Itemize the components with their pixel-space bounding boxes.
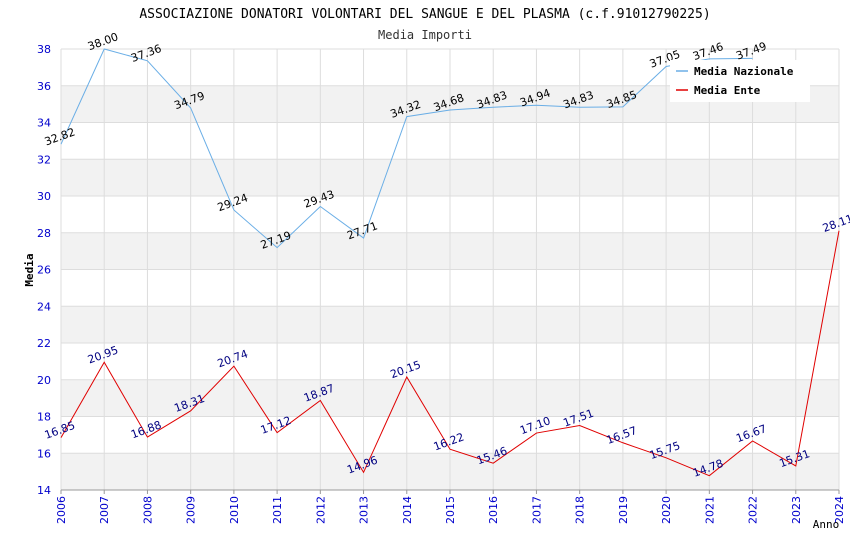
y-tick-label: 38: [37, 43, 51, 56]
x-tick-label: 2010: [228, 496, 241, 524]
y-tick-label: 36: [37, 80, 51, 93]
y-axis-label: Media: [23, 253, 36, 286]
y-tick-label: 26: [37, 264, 51, 277]
legend-entry: Media Ente: [694, 84, 761, 97]
chart-subtitle: Media Importi: [378, 28, 472, 42]
y-tick-label: 20: [37, 374, 51, 387]
y-tick-label: 24: [37, 300, 51, 313]
y-tick-label: 14: [37, 484, 51, 497]
x-tick-label: 2016: [487, 496, 500, 524]
y-tick-label: 34: [37, 117, 51, 130]
x-tick-label: 2021: [703, 496, 716, 524]
x-tick-label: 2006: [55, 496, 68, 524]
y-tick-label: 22: [37, 337, 51, 350]
series-line-0: [60, 48, 753, 249]
y-tick-label: 30: [37, 190, 51, 203]
y-tick-label: 28: [37, 227, 51, 240]
x-tick-label: 2007: [98, 496, 111, 524]
x-axis-label: Anno: [813, 518, 840, 531]
chart-title: ASSOCIAZIONE DONATORI VOLONTARI DEL SANG…: [139, 7, 710, 22]
x-tick-label: 2009: [185, 496, 198, 524]
x-tick-label: 2018: [574, 496, 587, 524]
x-tick-label: 2014: [401, 496, 414, 524]
legend-box: [670, 60, 810, 102]
y-tick-label: 32: [37, 153, 51, 166]
x-tick-label: 2012: [314, 496, 327, 524]
x-tick-label: 2017: [530, 496, 543, 524]
series-line-1: [60, 230, 840, 477]
x-tick-label: 2023: [790, 496, 803, 524]
x-tick-label: 2013: [358, 496, 371, 524]
series-lines: [60, 48, 840, 477]
legend-entry: Media Nazionale: [694, 65, 794, 78]
y-tick-label: 18: [37, 411, 51, 424]
y-tick-label: 16: [37, 447, 51, 460]
legend: Media Nazionale Media Ente: [670, 60, 810, 102]
x-tick-label: 2022: [747, 496, 760, 524]
x-tick-label: 2008: [141, 496, 154, 524]
x-tick-label: 2015: [444, 496, 457, 524]
x-tick-label: 2019: [617, 496, 630, 524]
x-tick-label: 2011: [271, 496, 284, 524]
x-tick-label: 2024: [833, 496, 846, 524]
x-tick-label: 2020: [660, 496, 673, 524]
